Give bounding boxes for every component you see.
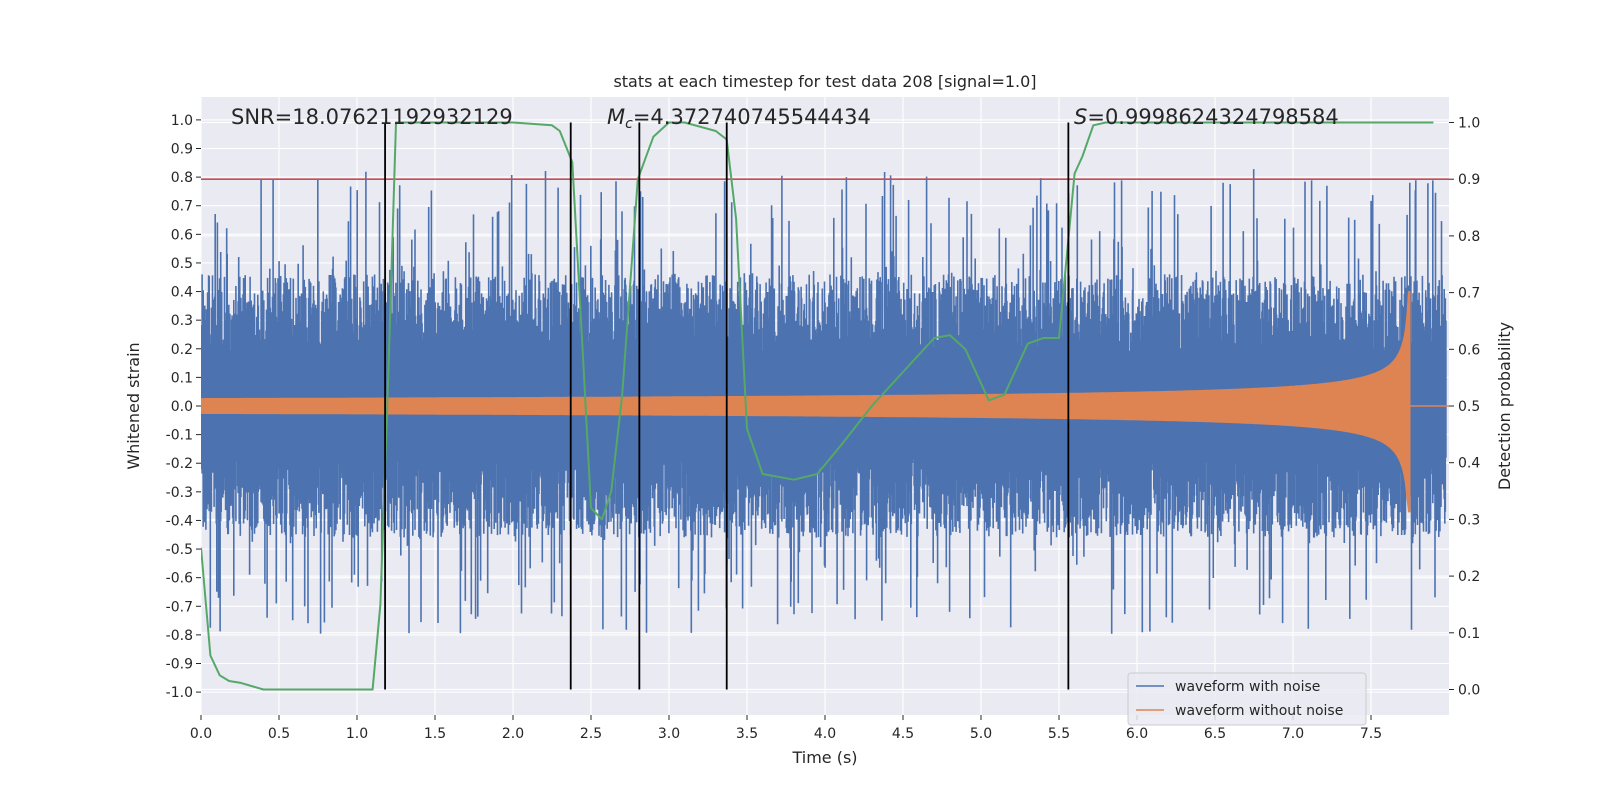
y2-tick-label: 0.8 bbox=[1458, 229, 1480, 245]
x-tick-label: 2.5 bbox=[580, 726, 602, 742]
y-tick-label: -0.7 bbox=[166, 599, 193, 615]
y-tick-label: -0.3 bbox=[166, 485, 193, 501]
x-tick-label: 1.0 bbox=[346, 726, 368, 742]
y-tick-label: 0.1 bbox=[171, 370, 193, 386]
x-tick-label: 2.0 bbox=[502, 726, 524, 742]
y-tick-label: 0.8 bbox=[171, 170, 193, 186]
y2-tick-label: 0.4 bbox=[1458, 456, 1480, 472]
y-tick-label: -0.4 bbox=[166, 513, 193, 529]
x-tick-label: 0.5 bbox=[268, 726, 290, 742]
x-tick-label: 4.5 bbox=[892, 726, 914, 742]
y-axis-label: Whitened strain bbox=[124, 342, 143, 469]
chirp-mass-annotation: Mc=4.372740745544434 bbox=[607, 105, 871, 132]
x-tick-label: 6.5 bbox=[1204, 726, 1226, 742]
y2-tick-label: 0.3 bbox=[1458, 512, 1480, 528]
y-tick-label: 1.0 bbox=[171, 113, 193, 129]
x-tick-label: 3.0 bbox=[658, 726, 680, 742]
x-tick-label: 3.5 bbox=[736, 726, 758, 742]
y-tick-label: 0.3 bbox=[171, 313, 193, 329]
y-tick-label: 0.5 bbox=[171, 256, 193, 272]
snr-annotation: SNR=18.07621192932129 bbox=[231, 105, 513, 129]
y-tick-label: 0.9 bbox=[171, 142, 193, 158]
x-tick-label: 0.0 bbox=[190, 726, 212, 742]
x-tick-label: 7.0 bbox=[1282, 726, 1304, 742]
y2-tick-label: 0.6 bbox=[1458, 342, 1480, 358]
y-tick-label: 0.0 bbox=[171, 399, 193, 415]
legend-box bbox=[1127, 672, 1367, 726]
score-annotation: S=0.9998624324798584 bbox=[1074, 105, 1339, 129]
x-tick-label: 6.0 bbox=[1126, 726, 1148, 742]
x-tick-label: 7.5 bbox=[1360, 726, 1382, 742]
y-tick-label: -0.6 bbox=[166, 571, 193, 587]
y-tick-label: -1.0 bbox=[166, 685, 193, 701]
y2-axis-label: Detection probability bbox=[1495, 322, 1514, 490]
y-tick-label: 0.7 bbox=[171, 199, 193, 215]
score-value: =0.9998624324798584 bbox=[1087, 105, 1338, 129]
x-tick-label: 5.0 bbox=[970, 726, 992, 742]
y-tick-label: -0.1 bbox=[166, 428, 193, 444]
x-axis-label: Time (s) bbox=[791, 748, 857, 767]
y-tick-label: 0.2 bbox=[171, 342, 193, 358]
vertical-markers bbox=[384, 122, 1070, 690]
probability-line bbox=[201, 121, 1434, 691]
y2-ticks: 0.0 0.1 0.2 0.3 0.4 0.5 0.6 0.7 0.8 0.9 1.0 bbox=[1449, 116, 1480, 698]
y-ticks: -1.0 -0.9 -0.8 -0.7 -0.6 -0.5 -0.4 -0.3 -0.2 -0.1… bbox=[166, 113, 201, 701]
y2-tick-label: 0.2 bbox=[1458, 569, 1480, 585]
chirp-mass-symbol: M bbox=[607, 105, 625, 129]
x-ticks: 0.0 0.5 1.0 1.5 2.0 2.5 3.0 3.5 4.0 4.5 5.0 5.5 6.0 6… bbox=[190, 715, 1382, 742]
chirp-mass-subscript: c bbox=[625, 116, 633, 132]
series-waveform-without-noise bbox=[201, 291, 1449, 513]
y2-tick-label: 0.5 bbox=[1458, 399, 1480, 415]
legend: waveform with noise waveform without noi… bbox=[1127, 672, 1367, 726]
series-detection-probability bbox=[201, 121, 1434, 691]
y-tick-label: -0.2 bbox=[166, 456, 193, 472]
chirp-mass-value: =4.372740745544434 bbox=[633, 105, 871, 129]
y2-tick-label: 0.7 bbox=[1458, 286, 1480, 302]
y-tick-label: -0.5 bbox=[166, 542, 193, 558]
y2-tick-label: 1.0 bbox=[1458, 116, 1480, 132]
y2-tick-label: 0.0 bbox=[1458, 682, 1480, 698]
y2-tick-label: 0.9 bbox=[1458, 172, 1480, 188]
x-tick-label: 5.5 bbox=[1048, 726, 1070, 742]
y2-tick-label: 0.1 bbox=[1458, 626, 1480, 642]
y-tick-label: 0.6 bbox=[171, 227, 193, 243]
y-tick-label: -0.8 bbox=[166, 628, 193, 644]
clean-waveform-envelope bbox=[201, 291, 1411, 513]
legend-label-clean: waveform without noise bbox=[1175, 703, 1343, 719]
x-tick-label: 4.0 bbox=[814, 726, 836, 742]
chart-title: stats at each timestep for test data 208… bbox=[613, 72, 1036, 91]
y-tick-label: -0.9 bbox=[166, 657, 193, 673]
x-tick-label: 1.5 bbox=[424, 726, 446, 742]
legend-label-noise: waveform with noise bbox=[1175, 679, 1320, 695]
y-tick-label: 0.4 bbox=[171, 285, 193, 301]
score-symbol: S bbox=[1074, 105, 1087, 129]
